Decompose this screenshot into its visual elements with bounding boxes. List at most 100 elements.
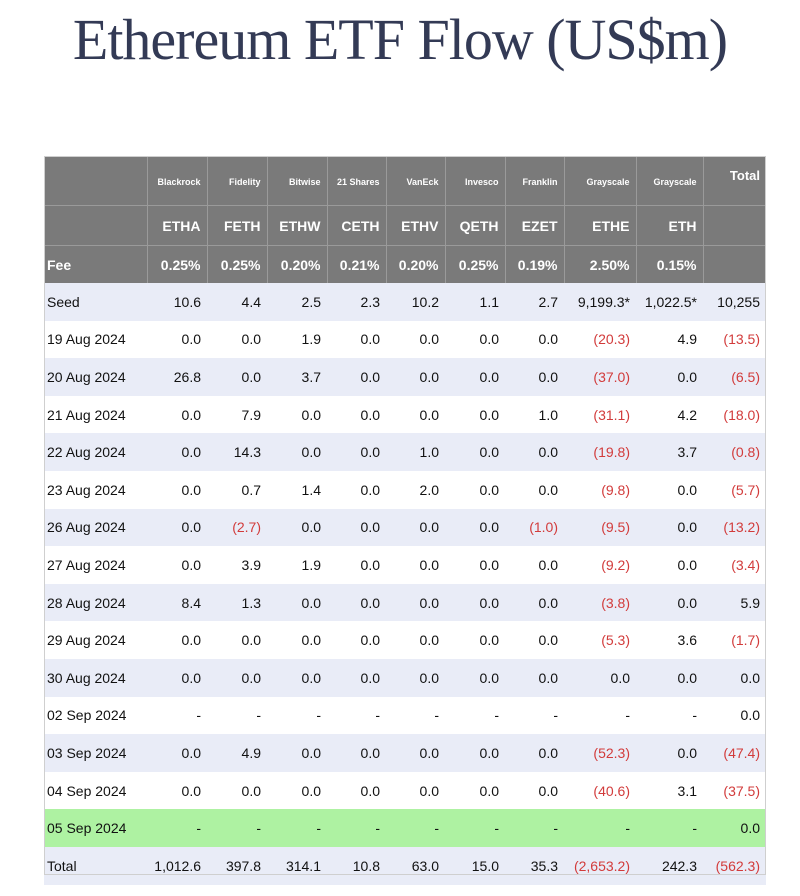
flow-cell: 2.5 [267, 283, 327, 321]
flow-cell: 0.0 [505, 658, 564, 697]
row-total-cell: 0.0 [703, 809, 766, 847]
flow-cell: 2.7 [505, 283, 564, 321]
ticker-corner-cell [44, 205, 148, 246]
ticker-header-cell: QETH [445, 205, 506, 246]
row-label: 03 Sep 2024 [44, 734, 147, 772]
row-label: Total [44, 846, 147, 885]
row-label: 22 Aug 2024 [44, 433, 147, 471]
table-row: 05 Sep 2024- - - - - - - - -0.0 [44, 809, 766, 847]
row-total-cell: (3.4) [703, 546, 766, 584]
total-row: Total 1,012.6 397.8 314.1 10.8 63.0 15.0 35.3 (2… [44, 846, 766, 885]
table-row: Seed 10.6 4.4 2.5 2.3 10.2 1.1 2.7 9,199.3* 1,022… [44, 283, 766, 321]
fee-cell: 0.21% [327, 245, 387, 283]
flow-cell: 0.0 [445, 508, 505, 547]
flow-cell: 0.0 [505, 470, 564, 509]
flow-cell: 0.0 [445, 621, 505, 659]
flow-cell: (19.8) [564, 433, 636, 471]
flow-cell: 0.0 [327, 470, 386, 509]
flow-cell: 0.0 [636, 546, 703, 584]
row-total-cell: (13.5) [703, 320, 766, 359]
row-label: 28 Aug 2024 [44, 583, 147, 622]
flow-cell: 0.0 [327, 320, 386, 359]
flow-cell: 14.3 [207, 433, 267, 471]
flow-cell: 0.0 [327, 583, 386, 622]
flow-cell: 3.1 [636, 771, 703, 810]
flow-cell: 0.0 [636, 658, 703, 697]
table-row: 28 Aug 2024 8.4 1.3 0.0 0.0 0.0 0.0 0.0 (3.8) 0.0… [44, 583, 766, 622]
flow-cell: 3.9 [207, 546, 267, 584]
row-label: 02 Sep 2024 [44, 696, 147, 735]
flow-cell: 0.0 [505, 771, 564, 810]
flow-cell: 314.1 [267, 846, 327, 885]
flow-cell: 0.0 [267, 395, 327, 434]
row-total-cell: (13.2) [703, 508, 766, 547]
flow-cell: 1,022.5* [636, 283, 703, 321]
flow-cell: 0.7 [207, 470, 267, 509]
flow-cell: 3.7 [636, 433, 703, 471]
flow-cell: 0.0 [147, 546, 207, 584]
flow-cell: 10.2 [386, 283, 445, 321]
flow-cell: 1.0 [386, 433, 445, 471]
flow-cell: 1.4 [267, 470, 327, 509]
row-label: 27 Aug 2024 [44, 546, 147, 584]
row-total-cell: (37.5) [703, 771, 766, 810]
flow-cell: 4.4 [207, 283, 267, 321]
flow-cell: 3.6 [636, 621, 703, 659]
table-row: 27 Aug 2024 0.0 3.9 1.9 0.0 0.0 0.0 0.0 (9.2) 0.0… [44, 546, 766, 584]
ticker-header-cell: ETHE [564, 205, 637, 246]
flow-cell: 0.0 [445, 395, 505, 434]
flow-cell: 0.0 [147, 734, 207, 772]
row-label: 23 Aug 2024 [44, 470, 147, 509]
flow-cell: - [327, 696, 386, 735]
ticker-header-cell: ETHA [147, 205, 208, 246]
flow-cell: 0.0 [147, 771, 207, 810]
flow-cell: 7.9 [207, 395, 267, 434]
row-label: 21 Aug 2024 [44, 395, 147, 434]
flow-cell: 0.0 [386, 658, 445, 697]
flow-cell: 4.9 [207, 734, 267, 772]
flow-cell: 0.0 [386, 320, 445, 359]
flow-cell: (2.7) [207, 508, 267, 547]
flow-cell: (5.3) [564, 621, 636, 659]
issuer-header-cell: Franklin [505, 156, 565, 206]
flow-cell: (3.8) [564, 583, 636, 622]
flow-cell: 0.0 [147, 320, 207, 359]
flow-cell: - [505, 809, 564, 847]
flow-cell: 0.0 [386, 771, 445, 810]
flow-cell: 4.9 [636, 320, 703, 359]
table-row: 29 Aug 2024 0.0 0.0 0.0 0.0 0.0 0.0 0.0 (5.3) 3.6… [44, 621, 766, 659]
flow-cell: 0.0 [386, 508, 445, 547]
issuer-corner-cell [44, 156, 148, 206]
flow-cell: (2,653.2) [564, 846, 636, 885]
flow-cell: 0.0 [445, 583, 505, 622]
ticker-header-cell: ETHV [386, 205, 446, 246]
fee-cell: 0.20% [386, 245, 446, 283]
flow-cell: 0.0 [327, 621, 386, 659]
flow-cell: 63.0 [386, 846, 445, 885]
table-row: 22 Aug 2024 0.0 14.3 0.0 0.0 1.0 0.0 0.0 (19.8) 3… [44, 433, 766, 471]
flow-cell: - [564, 809, 636, 847]
flow-cell: 9,199.3* [564, 283, 636, 321]
flow-cell: 0.0 [445, 546, 505, 584]
flow-cell: (20.3) [564, 320, 636, 359]
flow-cell: 0.0 [147, 621, 207, 659]
flow-cell: 10.6 [147, 283, 207, 321]
flow-cell: 1.9 [267, 320, 327, 359]
row-label: 05 Sep 2024 [44, 809, 147, 847]
row-total-cell: 0.0 [703, 658, 766, 697]
flow-cell: 0.0 [636, 470, 703, 509]
fee-label: Fee [44, 245, 148, 283]
fee-row: Fee 0.25% 0.25% 0.20% 0.21% 0.20% 0.25% … [44, 245, 766, 283]
fee-cell: 0.15% [636, 245, 704, 283]
flow-cell: - [147, 696, 207, 735]
row-label: 19 Aug 2024 [44, 320, 147, 359]
fee-cell: 0.25% [207, 245, 268, 283]
issuer-header-cell: Blackrock [147, 156, 208, 206]
flow-cell: (40.6) [564, 771, 636, 810]
fee-total-spacer [703, 245, 766, 283]
ticker-header-cell: EZET [505, 205, 565, 246]
flow-cell: 0.0 [327, 395, 386, 434]
flow-cell: 0.0 [207, 658, 267, 697]
flow-cell: 0.0 [445, 470, 505, 509]
issuer-header-cell: Grayscale [636, 156, 704, 206]
